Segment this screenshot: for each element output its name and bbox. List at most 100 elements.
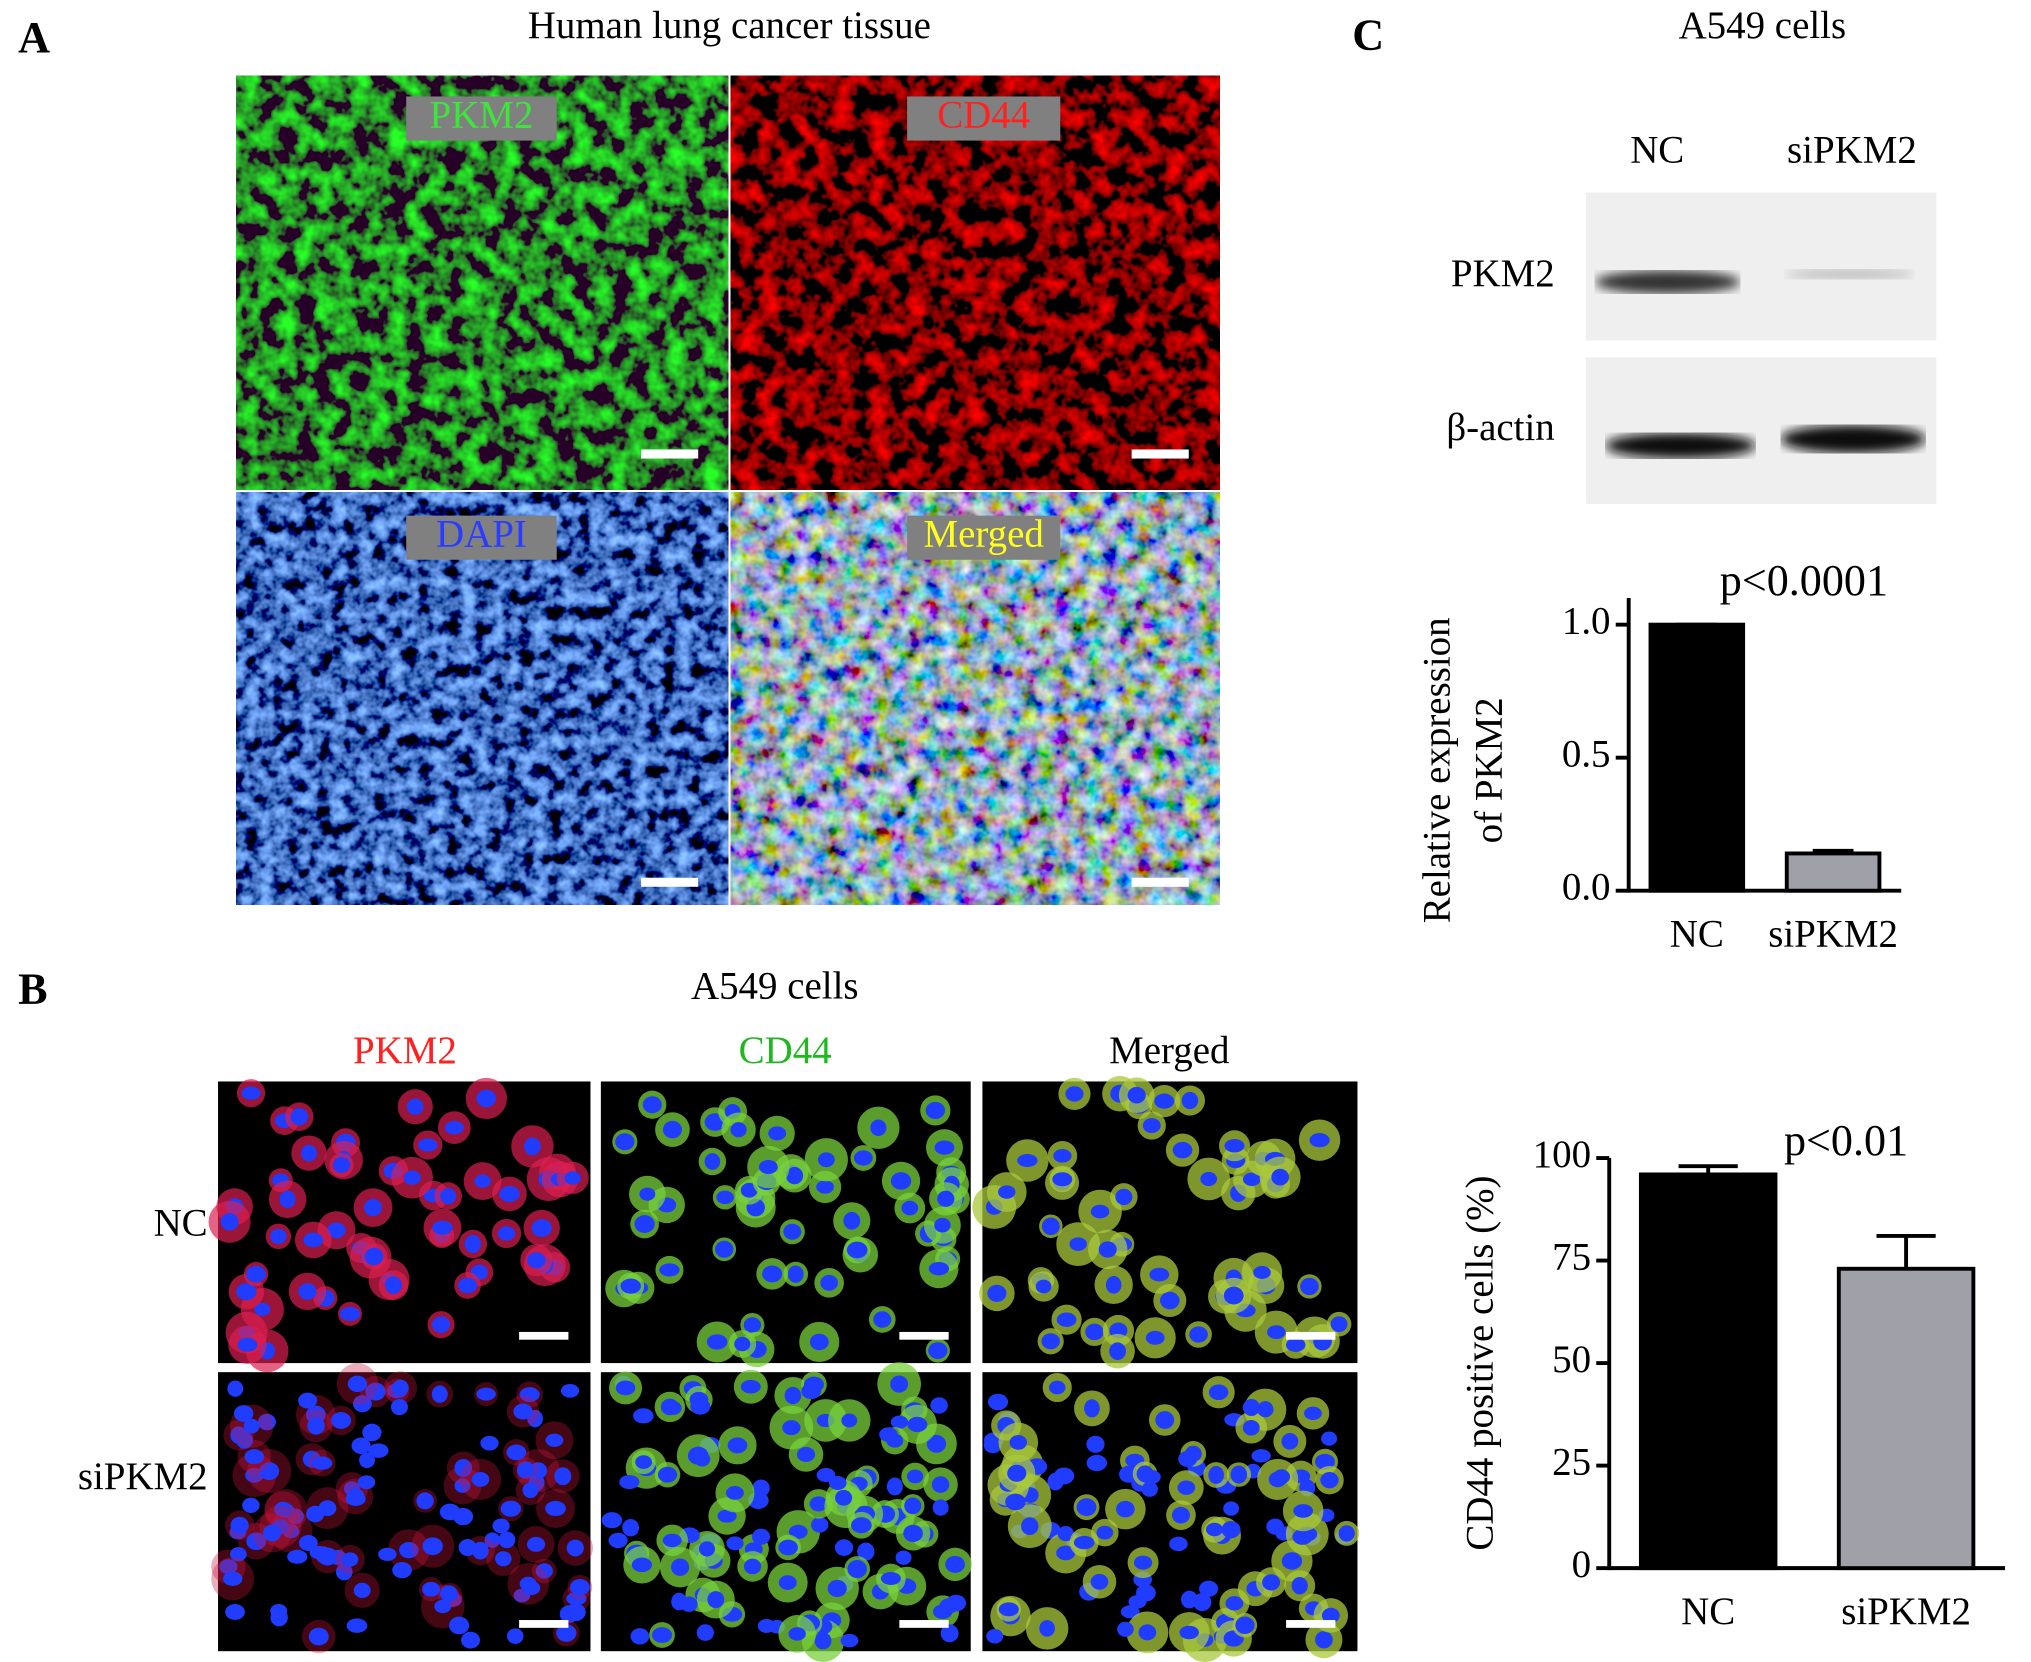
annotation: p<0.01 [1784, 1116, 1908, 1165]
nucleus [1242, 1172, 1261, 1186]
nucleus [1251, 1449, 1271, 1463]
nucleus [998, 1602, 1019, 1617]
blot-band [1605, 432, 1756, 459]
nucleus [890, 1415, 909, 1429]
nucleus [940, 1624, 959, 1643]
nucleus [931, 1476, 950, 1493]
nucleus [1115, 1188, 1133, 1206]
panel-letter: B [18, 964, 47, 1013]
nucleus [399, 1541, 419, 1559]
scale-bar [519, 1620, 569, 1628]
nucleus [290, 1107, 309, 1126]
layout [236, 75, 1937, 905]
nucleus [634, 1215, 655, 1233]
nucleus [440, 1187, 457, 1205]
nucleus [353, 1582, 371, 1598]
nucleus [460, 1631, 481, 1649]
y-axis-label: of PKM2 [1467, 697, 1510, 843]
nucleus [352, 1395, 372, 1413]
nucleus [1293, 1504, 1314, 1518]
nucleus [545, 1500, 566, 1517]
nucleus [1155, 1411, 1175, 1429]
row-label: NC [154, 1202, 208, 1245]
nucleus [801, 1383, 822, 1400]
nucleus [926, 1434, 947, 1453]
y-tick-label: 0 [1572, 1543, 1591, 1586]
y-tick-label: 75 [1552, 1235, 1591, 1278]
nucleus [1181, 1091, 1199, 1110]
nucleus [1257, 1401, 1274, 1418]
nucleus [785, 1166, 804, 1185]
nucleus [522, 1482, 539, 1499]
bar [1784, 851, 1882, 893]
nucleus [257, 1413, 276, 1431]
nucleus [987, 1393, 1009, 1411]
nucleus [270, 1228, 287, 1244]
nucleus [1314, 1453, 1336, 1470]
blot-band [1780, 424, 1926, 454]
nucleus [827, 1579, 847, 1597]
nucleus [642, 1096, 662, 1114]
nucleus [454, 1458, 473, 1477]
nucleus [246, 1265, 266, 1283]
nucleus [270, 1608, 288, 1627]
channel-label: PKM2 [430, 93, 534, 136]
nucleus [1056, 1545, 1076, 1561]
nucleus [263, 1524, 282, 1542]
nucleus [1200, 1171, 1218, 1187]
nucleus [1253, 1265, 1271, 1279]
nucleus [1292, 1528, 1313, 1545]
nucleus [1138, 1624, 1157, 1641]
nucleus [230, 1547, 247, 1562]
nucleus [259, 1462, 280, 1481]
nucleus [306, 1505, 325, 1523]
nucleus [1005, 1493, 1026, 1511]
nucleus [816, 1180, 834, 1194]
channel-label: Merged [924, 513, 1044, 556]
nucleus [1090, 1573, 1109, 1590]
nucleus [464, 1234, 482, 1254]
nucleus [870, 1119, 887, 1137]
nucleus [1053, 1467, 1075, 1485]
micrograph [236, 75, 729, 490]
nucleus [440, 1585, 458, 1602]
nucleus [726, 1486, 744, 1500]
nucleus [633, 1408, 654, 1424]
nucleus [1179, 1625, 1199, 1640]
nucleus [569, 1579, 590, 1596]
nucleus [726, 1536, 744, 1551]
scale-bar [1286, 1620, 1336, 1628]
nucleus [901, 1200, 919, 1216]
nucleus [1052, 1172, 1073, 1187]
blot-band [1784, 269, 1915, 280]
nucleus [811, 1516, 829, 1533]
nucleus [615, 1380, 636, 1396]
label-box [907, 515, 1061, 560]
channel-label: CD44 [937, 93, 1030, 136]
nucleus [930, 1397, 948, 1414]
nucleus [554, 1467, 572, 1486]
nucleus [1039, 1620, 1055, 1637]
nucleus [1149, 1267, 1170, 1282]
nucleus [809, 1496, 828, 1512]
nucleus [1086, 1454, 1108, 1472]
nucleus [662, 1533, 682, 1548]
blot-band [1594, 270, 1741, 294]
bar [1638, 1172, 1778, 1571]
nucleus [1160, 1291, 1180, 1310]
texts: A Human lung cancer tissue PKM2 CD44 DAP… [18, 4, 1917, 1498]
nucleus [1076, 1498, 1097, 1517]
nucleus [230, 1516, 249, 1534]
nucleus [1169, 1536, 1188, 1552]
cell-images [208, 1075, 1360, 1662]
nucleus [298, 1392, 318, 1409]
nucleus [622, 1519, 640, 1537]
nucleus [699, 1541, 715, 1557]
nucleus [662, 1120, 682, 1139]
nucleus [762, 1265, 783, 1283]
nucleus [727, 1437, 748, 1454]
nucleus [519, 1387, 540, 1403]
nucleus [432, 1220, 453, 1235]
nucleus [311, 1456, 333, 1470]
nucleus [615, 1133, 635, 1151]
